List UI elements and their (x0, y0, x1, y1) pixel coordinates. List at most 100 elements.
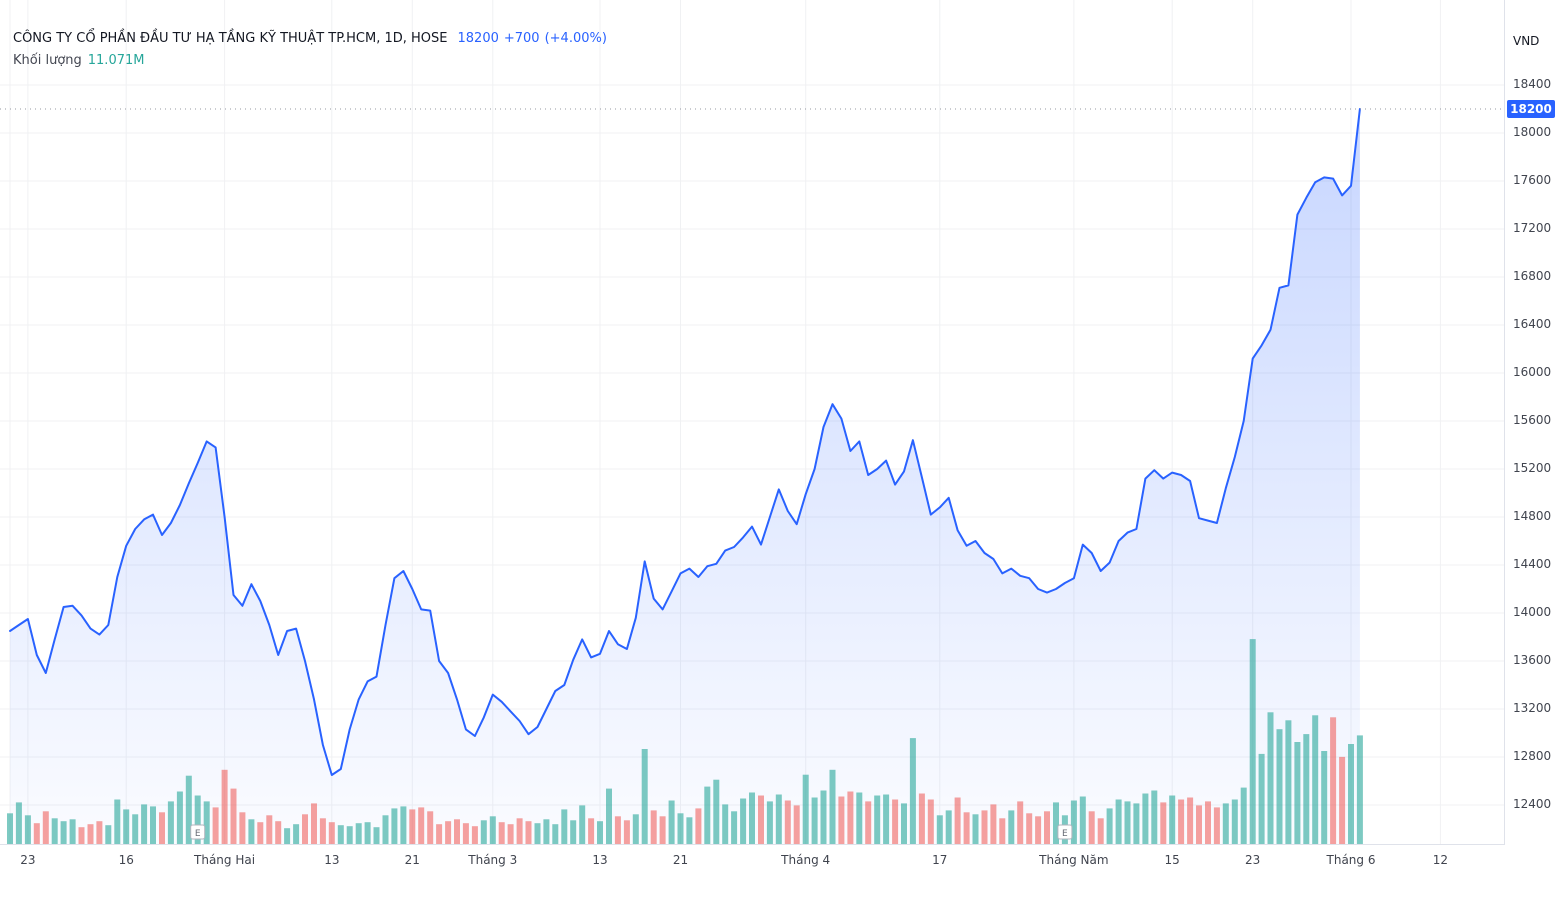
volume-bar (749, 792, 755, 845)
volume-bar (1035, 816, 1042, 845)
volume-bar (7, 813, 13, 845)
volume-bar (454, 819, 460, 845)
volume-bar (668, 800, 675, 845)
volume-bar (1196, 805, 1202, 845)
volume-bar (1053, 802, 1059, 845)
earnings-event-marker[interactable] (1057, 824, 1073, 840)
volume-bar (740, 798, 747, 845)
volume-bar (132, 814, 139, 845)
volume-bar (999, 818, 1006, 845)
volume-bar (1124, 801, 1131, 845)
volume-bar (1222, 803, 1229, 845)
volume-bar (1151, 790, 1158, 845)
volume-bar (722, 804, 729, 845)
volume-bar (901, 803, 907, 845)
volume-bar (159, 812, 165, 845)
volume-bar (337, 825, 344, 845)
time-tick-label: 23 (1245, 853, 1261, 867)
time-tick-label: 15 (1164, 853, 1180, 867)
volume-bar (892, 799, 899, 845)
volume-bar (525, 821, 532, 845)
price-tick-label: 15200 (1513, 461, 1552, 475)
volume-bar (507, 824, 514, 845)
price-tick-label: 13200 (1513, 701, 1552, 715)
volume-bar (784, 800, 791, 845)
volume-bar (105, 825, 112, 845)
volume-bar (1231, 799, 1238, 845)
volume-bar (1115, 799, 1122, 845)
volume-bar (543, 819, 550, 845)
volume-bar (1070, 800, 1077, 845)
volume-bar (480, 820, 487, 845)
symbol-title[interactable]: CÔNG TY CỔ PHẦN ĐẦU TƯ HẠ TẦNG KỸ THUẬT … (13, 31, 448, 46)
volume-bar (15, 802, 22, 845)
volume-label[interactable]: Khối lượng (13, 53, 82, 68)
price-tick-label: 14000 (1513, 605, 1552, 619)
volume-bar (346, 826, 353, 845)
volume-bar (445, 821, 452, 845)
volume-bar (60, 821, 67, 845)
time-tick-label: Tháng 4 (781, 853, 831, 867)
volume-bar (641, 749, 648, 845)
time-tick-label: 13 (324, 853, 340, 867)
volume-bar (1160, 802, 1167, 845)
price-change-percent: (+4.00%) (544, 31, 607, 46)
volume-bar (597, 821, 603, 845)
time-scale[interactable]: 23 16 Tháng Hai 13 21 Tháng 3 13 21 Tháng 4 17 Thá… (0, 844, 1566, 907)
price-tick-label: 14400 (1513, 557, 1552, 571)
volume-bar (865, 801, 872, 845)
price-tick-label: 12400 (1513, 797, 1552, 811)
volume-bar (212, 807, 219, 845)
volume-bar (364, 822, 371, 845)
price-tick-label: 18000 (1513, 125, 1552, 139)
earnings-event-marker[interactable] (190, 824, 206, 840)
volume-bar (382, 815, 389, 845)
volume-bar (1178, 799, 1185, 845)
volume-bar (936, 815, 943, 845)
volume-bar (391, 808, 398, 845)
volume-bar (516, 818, 523, 845)
volume-bar (96, 821, 103, 845)
currency-unit-label: VND (1513, 34, 1540, 48)
volume-bar (230, 788, 237, 845)
time-tick-label: 13 (592, 853, 608, 867)
volume-bar (409, 809, 416, 845)
price-tick-label: 16400 (1513, 317, 1552, 331)
volume-bar (185, 775, 192, 845)
volume-bar (1169, 795, 1176, 845)
volume-bar (319, 818, 326, 845)
volume-bar (436, 824, 443, 845)
volume-bar (1303, 734, 1310, 845)
price-tick-label: 13600 (1513, 653, 1552, 667)
volume-bar (1026, 813, 1033, 845)
volume-bar (695, 808, 702, 845)
volume-bar (355, 823, 362, 845)
volume-value: 11.071M (87, 53, 145, 68)
volume-bar (1205, 801, 1211, 845)
volume-bar (632, 814, 639, 845)
volume-bar (650, 810, 657, 845)
volume-bar (614, 816, 621, 845)
time-tick-label: 12 (1432, 853, 1449, 867)
volume-bar (176, 791, 183, 845)
volume-bar (623, 820, 630, 845)
volume-bar (239, 812, 246, 845)
volume-bar (758, 795, 764, 845)
volume-bar (1187, 797, 1194, 845)
price-tick-label: 15600 (1513, 413, 1552, 427)
volume-bar (275, 821, 282, 845)
volume-bar (311, 803, 317, 845)
volume-bar (87, 824, 94, 845)
earnings-event-label: E (195, 829, 201, 839)
volume-bar (69, 819, 76, 845)
volume-bar (489, 816, 496, 845)
volume-bar (1339, 756, 1346, 845)
volume-bar (203, 801, 210, 845)
volume-bar (221, 769, 228, 845)
legend-symbol-row: CÔNG TY CỔ PHẦN ĐẦU TƯ HẠ TẦNG KỸ THUẬT … (13, 28, 607, 50)
price-scale[interactable]: VND 18200 18400 18000 17600 17200 16800 16400… (1504, 0, 1566, 845)
price-tick-label: 17600 (1513, 173, 1552, 187)
